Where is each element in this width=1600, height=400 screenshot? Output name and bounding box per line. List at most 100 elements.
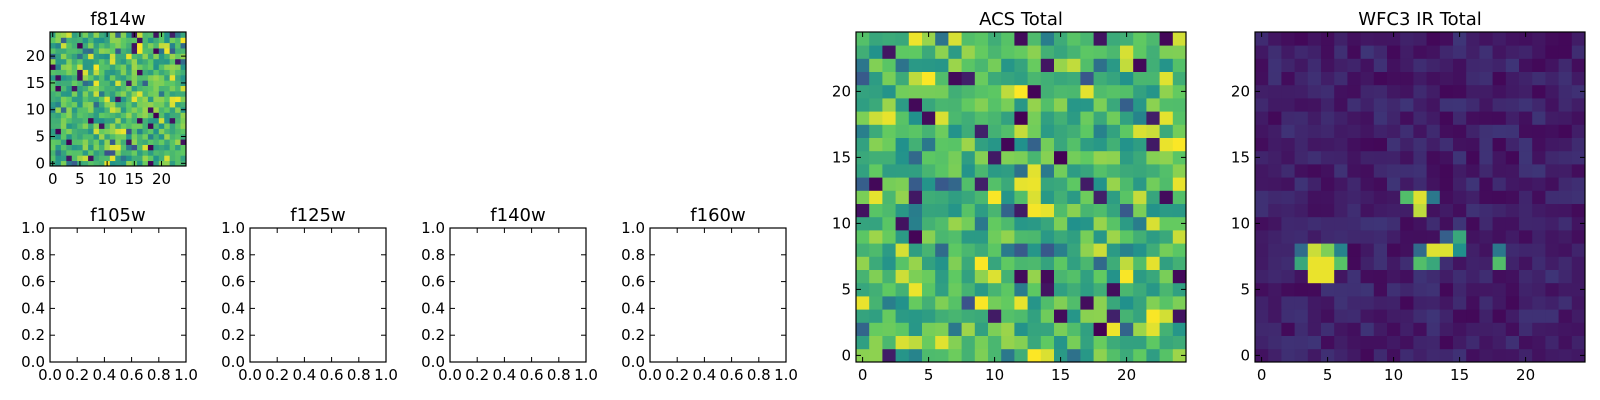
heatmap-cell <box>869 58 883 72</box>
heatmap-cell <box>1321 348 1335 363</box>
heatmap-cell <box>1080 58 1094 72</box>
heatmap-cell <box>77 101 84 108</box>
heatmap-cell <box>1146 309 1160 323</box>
heatmap-cell <box>131 96 138 103</box>
heatmap-cell <box>1532 45 1546 59</box>
heatmap-cell <box>1479 269 1493 284</box>
heatmap-cell <box>142 74 149 81</box>
heatmap-cell <box>142 107 149 113</box>
heatmap-cell <box>1255 164 1269 178</box>
heatmap-cell <box>1093 203 1108 218</box>
heatmap-cell <box>169 48 176 54</box>
heatmap-cell <box>88 139 94 145</box>
heatmap-cell <box>1347 164 1361 178</box>
heatmap-cell <box>1400 71 1414 86</box>
heatmap-cell <box>1400 84 1414 99</box>
heatmap-cell <box>158 85 165 92</box>
heatmap-cell <box>856 124 870 138</box>
heatmap-cell <box>1014 98 1028 112</box>
heatmap-cell <box>1255 45 1269 59</box>
heatmap-cell <box>1080 137 1094 152</box>
heatmap-cell <box>1268 269 1282 284</box>
heatmap-cell <box>1172 98 1187 112</box>
heatmap-cell <box>1281 84 1295 99</box>
heatmap-cell <box>147 133 154 140</box>
heatmap-cell <box>1519 71 1533 86</box>
heatmap-cell <box>1054 71 1068 86</box>
heatmap-cell <box>1373 58 1388 72</box>
heatmap-cell <box>1558 348 1573 363</box>
heatmap-cell <box>988 282 1002 297</box>
heatmap-cell <box>1545 256 1559 270</box>
heatmap-cell <box>50 58 56 65</box>
heatmap-cell <box>1505 256 1520 270</box>
heatmap-cell <box>1120 230 1134 244</box>
heatmap-cell <box>1281 243 1295 257</box>
heatmap-cell <box>1067 32 1081 46</box>
heatmap-cell <box>1453 269 1467 284</box>
heatmap-cell <box>66 101 73 108</box>
y-tick-label: 0.6 <box>621 273 645 291</box>
heatmap-cell <box>1519 348 1533 363</box>
heatmap-cell <box>1307 309 1322 323</box>
heatmap-cell <box>1387 190 1401 204</box>
x-tick-label: 0.6 <box>720 366 744 384</box>
heatmap-cell <box>180 112 187 119</box>
heatmap-cell <box>1505 124 1520 138</box>
heatmap-cell <box>88 58 94 65</box>
heatmap-cell <box>1001 111 1015 125</box>
heatmap-cell <box>180 117 187 124</box>
heatmap-cell <box>974 111 989 125</box>
heatmap-cell <box>1054 150 1068 165</box>
heatmap-cell <box>1054 111 1068 125</box>
heatmap-cell <box>1281 71 1295 86</box>
y-tick-label: 1.0 <box>21 219 45 237</box>
heatmap-cell <box>1080 203 1094 218</box>
heatmap-cell <box>1172 216 1187 231</box>
heatmap-cell <box>935 203 949 218</box>
heatmap-cell <box>1120 124 1134 138</box>
heatmap-cell <box>93 64 100 70</box>
heatmap-cell <box>1505 216 1520 231</box>
axes-frame <box>649 227 787 363</box>
heatmap-cell <box>50 37 56 44</box>
heatmap-cell <box>1571 230 1586 244</box>
heatmap-cell <box>60 37 67 44</box>
heatmap-cell <box>935 243 949 257</box>
heatmap-cell <box>50 101 56 108</box>
heatmap-cell <box>1321 230 1335 244</box>
heatmap-cell <box>131 144 138 151</box>
heatmap-cell <box>71 149 78 156</box>
heatmap-cell <box>1321 58 1335 72</box>
heatmap-cell <box>1080 243 1094 257</box>
heatmap-cell <box>1307 164 1322 178</box>
heatmap-cell <box>93 80 100 86</box>
heatmap-cell <box>1400 256 1414 270</box>
heatmap-cell <box>974 32 989 46</box>
heatmap-cell <box>1133 32 1147 46</box>
x-tick-label: 0.8 <box>147 366 171 384</box>
heatmap-cell <box>1571 348 1586 363</box>
heatmap-cell <box>1255 216 1269 231</box>
heatmap-cell <box>1439 71 1454 86</box>
heatmap-cell <box>1360 216 1375 231</box>
heatmap-cell <box>1159 164 1174 178</box>
heatmap-cell <box>88 101 94 108</box>
heatmap-cell <box>1106 58 1121 72</box>
heatmap-cell <box>895 256 910 270</box>
heatmap-cell <box>66 160 73 167</box>
heatmap-cell <box>1347 124 1361 138</box>
heatmap-cell <box>1146 322 1160 336</box>
heatmap-cell <box>175 101 181 108</box>
heatmap-cell <box>1146 203 1160 218</box>
heatmap-cell <box>1373 124 1388 138</box>
y-tick-label: 20 <box>1231 82 1250 100</box>
heatmap-cell <box>142 37 149 44</box>
heatmap-cell <box>1172 322 1187 336</box>
heatmap-cell <box>922 269 936 284</box>
x-tick-label: 0.4 <box>292 366 316 384</box>
heatmap-cell <box>1014 164 1028 178</box>
heatmap-cell <box>1360 230 1375 244</box>
heatmap-cell <box>1413 150 1427 165</box>
heatmap-cell <box>169 101 176 108</box>
